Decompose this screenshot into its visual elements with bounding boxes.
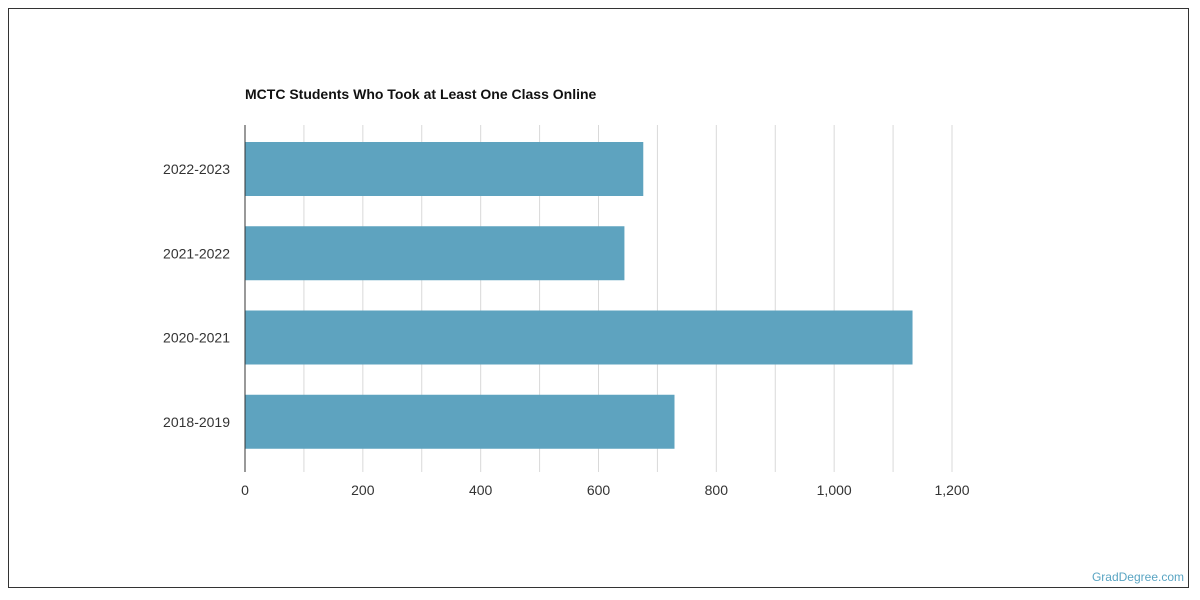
x-tick-label: 200 xyxy=(351,482,375,498)
chart-title: MCTC Students Who Took at Least One Clas… xyxy=(245,86,597,102)
category-label: 2021-2022 xyxy=(163,245,230,261)
bar-2022-2023 xyxy=(245,142,644,196)
x-tick-labels: 0 200 400 600 800 1,000 1,200 xyxy=(241,482,970,498)
category-label: 2020-2021 xyxy=(163,330,230,346)
bars xyxy=(245,142,913,449)
category-labels: 2022-2023 2021-2022 2020-2021 2018-2019 xyxy=(163,161,230,430)
x-tick-label: 800 xyxy=(705,482,729,498)
x-tick-label: 600 xyxy=(587,482,611,498)
category-label: 2018-2019 xyxy=(163,414,230,430)
x-tick-label: 0 xyxy=(241,482,249,498)
bar-2021-2022 xyxy=(245,226,625,281)
x-tick-label: 1,200 xyxy=(934,482,969,498)
x-tick-label: 1,000 xyxy=(817,482,852,498)
bar-2018-2019 xyxy=(245,394,675,449)
bar-2020-2021 xyxy=(245,310,913,365)
x-tick-label: 400 xyxy=(469,482,493,498)
watermark: GradDegree.com xyxy=(1091,570,1184,584)
category-label: 2022-2023 xyxy=(163,161,230,177)
